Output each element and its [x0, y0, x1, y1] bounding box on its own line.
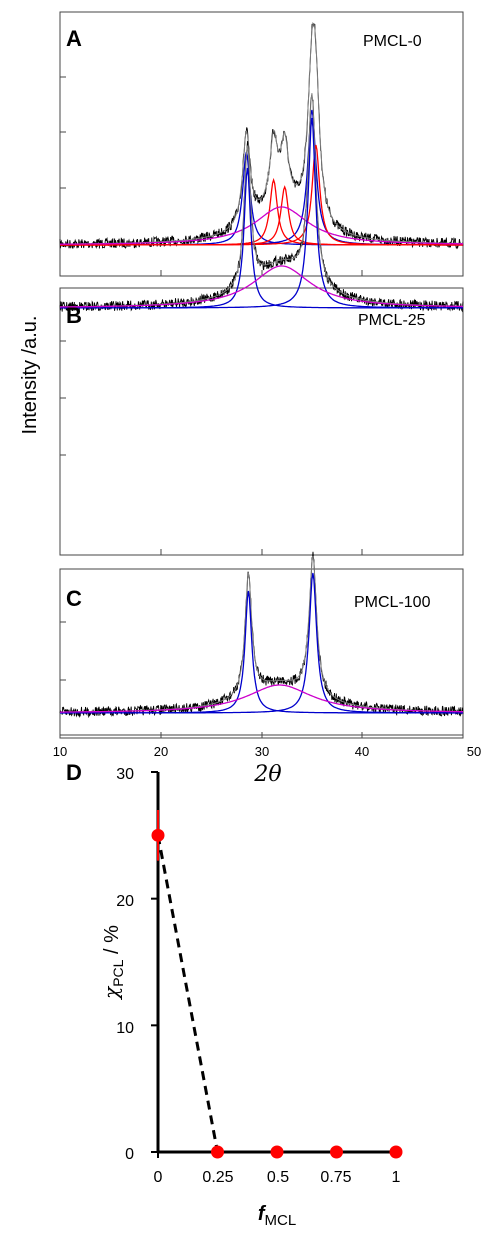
x-tick-label: 50: [467, 744, 481, 759]
y-axis-title-intensity: Intensity /a.u.: [19, 316, 41, 435]
panel-a: A PMCL-0: [59, 11, 464, 277]
panel-b-label: PMCL-25: [358, 312, 426, 329]
x-tick-label: 40: [355, 744, 369, 759]
y-tick-label: 30: [116, 766, 134, 783]
panel-b-curves: [59, 93, 464, 313]
x-tick-label: 0.5: [267, 1169, 289, 1186]
data-point: [270, 1145, 284, 1159]
fit-component-peak: [60, 177, 463, 246]
measured-pattern: [59, 95, 464, 313]
trend-line: [156, 835, 219, 1153]
fit-component-peak: [60, 144, 463, 246]
fit-component-peak: [60, 684, 463, 713]
panel-a-curves: [59, 22, 464, 250]
data-point: [389, 1145, 403, 1159]
fit-component-peak: [60, 117, 463, 309]
panel-b-letter: B: [66, 303, 82, 328]
panel-d-x-axis-title: fMCL: [258, 1203, 296, 1229]
panel-c-label: PMCL-100: [354, 594, 431, 611]
panel-a-label: PMCL-0: [363, 33, 422, 50]
measured-pattern: [59, 22, 464, 250]
x-title-sub: MCL: [265, 1212, 297, 1229]
panel-a-letter: A: [66, 26, 82, 51]
y-tick-label: 10: [116, 1020, 134, 1037]
y-tick-label: 20: [116, 893, 134, 910]
panel-c: C PMCL-100 10 20 30 40 50 2θ: [53, 551, 481, 787]
x-tick-label: 0.75: [320, 1169, 351, 1186]
data-point: [330, 1145, 343, 1159]
measured-pattern: [59, 551, 464, 719]
fit-component-peak: [60, 206, 463, 245]
panel-d-ticks: [151, 771, 397, 1158]
fit-component-peak: [60, 265, 463, 308]
panel-d-y-axis-title: χPCL / %: [99, 925, 126, 1001]
panel-d-letter: D: [66, 760, 82, 785]
panel-c-letter: C: [66, 586, 82, 611]
y-title-main: χ: [99, 985, 123, 1001]
panel-b: B PMCL-25: [59, 93, 464, 556]
x-tick-label: 10: [53, 744, 67, 759]
x-axis-title: 2θ: [253, 762, 281, 787]
fit-sum-curve: [60, 22, 463, 245]
x-title-main: f: [258, 1203, 267, 1225]
panel-d-marks: [151, 810, 403, 1159]
data-point: [211, 1145, 224, 1159]
fit-component-peak: [60, 109, 464, 246]
panel-d: D 30 20 10 0 0 0.25 0.5 0.75 1 χPCL / % …: [66, 760, 403, 1229]
y-title-unit: / %: [101, 925, 123, 960]
fit-sum-curve: [60, 555, 463, 713]
x-tick-label: 0: [154, 1169, 163, 1186]
x-tick-label: 0.25: [202, 1169, 233, 1186]
data-point: [151, 828, 165, 842]
panel-c-curves: [59, 551, 464, 719]
x-tick-label: 20: [154, 744, 168, 759]
x-tick-label: 1: [392, 1169, 401, 1186]
fit-component-peak: [60, 572, 463, 714]
y-tick-label: 0: [125, 1146, 134, 1163]
y-title-sub: PCL: [110, 959, 126, 986]
x-tick-label: 30: [255, 744, 269, 759]
